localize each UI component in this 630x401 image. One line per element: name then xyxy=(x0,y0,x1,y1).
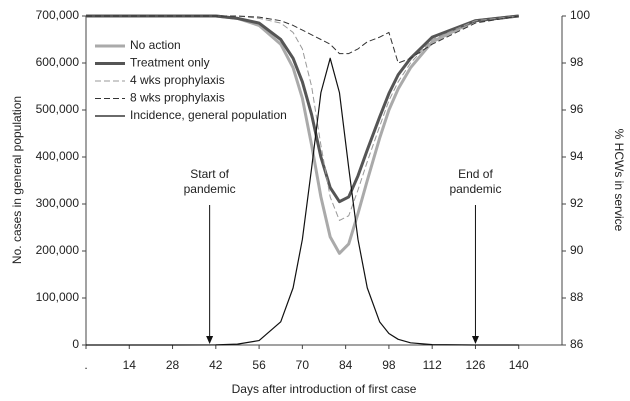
series-line xyxy=(86,14,519,204)
y2-tick-label: 96 xyxy=(570,102,584,116)
y-axis-title: No. cases in general population xyxy=(10,96,24,264)
x-tick-label: 98 xyxy=(382,358,396,372)
legend-label: No action xyxy=(130,38,181,52)
y2-tick-label: 94 xyxy=(570,149,584,163)
y-tick-label: 100,000 xyxy=(36,290,80,304)
y-tick-label: 500,000 xyxy=(36,102,80,116)
y-tick-label: 0 xyxy=(72,337,79,351)
x-tick-label: 70 xyxy=(296,358,310,372)
x-axis-title: Days after introduction of first case xyxy=(232,382,417,396)
annotation-text: End of xyxy=(458,167,493,181)
x-tick-label: 28 xyxy=(166,358,180,372)
y2-tick-label: 92 xyxy=(570,196,584,210)
series-line xyxy=(86,57,519,346)
legend-label: Incidence, general population xyxy=(130,108,287,122)
legend-label: Treatment only xyxy=(130,56,210,70)
y2-tick-label: 100 xyxy=(570,8,590,22)
y-tick-label: 600,000 xyxy=(36,55,80,69)
y-tick-label: 400,000 xyxy=(36,149,80,163)
y-tick-label: 300,000 xyxy=(36,196,80,210)
annotation-text: pandemic xyxy=(184,182,236,196)
y2-tick-label: 88 xyxy=(570,290,584,304)
series-line xyxy=(86,15,519,64)
x-tick-label: 84 xyxy=(339,358,353,372)
y-tick-label: 200,000 xyxy=(36,243,80,257)
y-tick-label: 700,000 xyxy=(36,8,80,22)
y2-tick-label: 98 xyxy=(570,55,584,69)
x-tick-label: 126 xyxy=(465,358,485,372)
x-tick-label: . xyxy=(84,358,87,372)
annotation-arrowhead xyxy=(206,336,214,344)
y2-tick-label: 90 xyxy=(570,243,584,257)
legend-label: 8 wks prophylaxis xyxy=(130,91,225,105)
x-tick-label: 42 xyxy=(209,358,223,372)
y2-tick-label: 86 xyxy=(570,337,584,351)
x-tick-label: 112 xyxy=(423,358,442,372)
x-tick-label: 14 xyxy=(123,358,137,372)
annotation-text: pandemic xyxy=(449,182,501,196)
legend-label: 4 wks prophylaxis xyxy=(130,73,225,87)
annotation-text: Start of xyxy=(190,167,229,181)
y2-axis-title: % HCWs in service xyxy=(612,129,626,232)
annotation-arrowhead xyxy=(471,336,479,344)
x-tick-label: 140 xyxy=(509,358,529,372)
x-tick-label: 56 xyxy=(252,358,266,372)
